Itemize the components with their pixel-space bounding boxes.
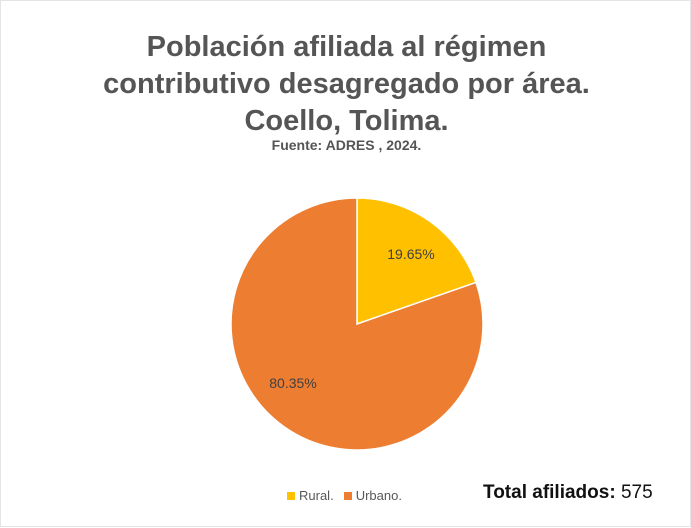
slice-data-label-rural: 19.65% — [387, 246, 434, 262]
legend-swatch — [287, 491, 295, 500]
legend-item-rural: Rural. — [287, 488, 334, 503]
total-value: 575 — [620, 482, 653, 503]
chart-title-line-2: contributivo desagregado por área. — [103, 68, 590, 100]
total-label: Total afiliados: — [483, 482, 616, 503]
legend-label: Urbano. — [355, 488, 402, 503]
chart-legend: Rural. Urbano. — [287, 488, 412, 503]
legend-label: Rural. — [299, 488, 334, 503]
pie-slice-urbano — [230, 197, 484, 451]
legend-item-urbano: Urbano. — [343, 488, 402, 503]
slice-data-label-urbano: 80.35% — [269, 375, 316, 391]
chart-title-line-3: Coello, Tolima. — [244, 105, 449, 137]
chart-title-line-1: Población afiliada al régimen — [146, 31, 547, 63]
chart-title: Población afiliada al régimen contributi… — [1, 29, 691, 140]
legend-swatch — [343, 491, 352, 500]
chart-subtitle: Fuente: ADRES , 2024. — [271, 137, 422, 153]
total-afiliados: Total afiliados: 575 — [483, 482, 653, 504]
